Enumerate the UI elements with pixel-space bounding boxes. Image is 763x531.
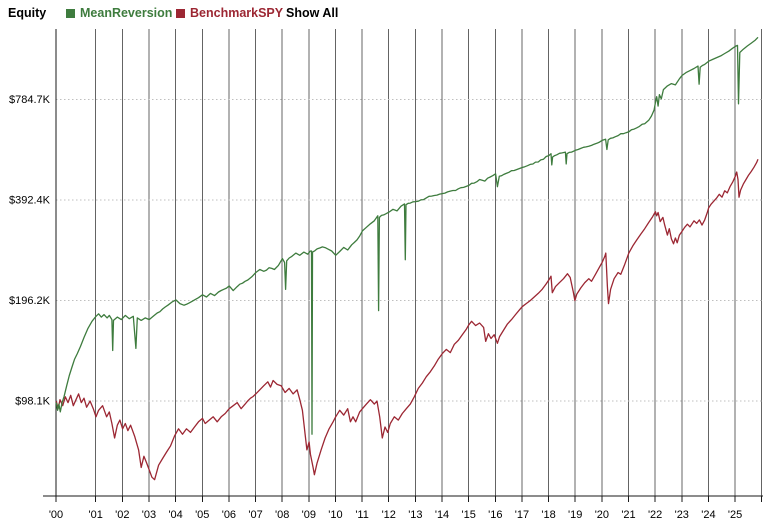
legend-item-benchmarkspy[interactable]: BenchmarkSPY xyxy=(176,6,283,20)
x-tick-label: '19 xyxy=(568,509,582,521)
x-tick-label: '23 xyxy=(675,509,689,521)
legend-item-meanreversion[interactable]: MeanReversion xyxy=(66,6,172,20)
y-tick-label: $196.2K xyxy=(9,295,51,307)
x-tick-label: '25 xyxy=(728,509,742,521)
series-swatch-benchmarkspy xyxy=(176,8,185,18)
x-tick-label: '18 xyxy=(541,509,555,521)
series-swatch-meanreversion xyxy=(66,8,75,18)
x-tick-label: '16 xyxy=(488,509,502,521)
x-tick-label: '06 xyxy=(222,509,236,521)
x-tick-label: '05 xyxy=(195,509,209,521)
show-all-button[interactable]: Show All xyxy=(286,6,339,20)
x-tick-label: '21 xyxy=(621,509,635,521)
x-tick-label: '15 xyxy=(461,509,475,521)
x-tick-label: '14 xyxy=(435,509,449,521)
x-tick-label: '03 xyxy=(142,509,156,521)
x-tick-label: '00 xyxy=(49,509,63,521)
x-tick-label: '13 xyxy=(408,509,422,521)
x-tick-label: '04 xyxy=(168,509,182,521)
x-tick-label: '17 xyxy=(515,509,529,521)
x-tick-label: '09 xyxy=(302,509,316,521)
legend-label-meanreversion: MeanReversion xyxy=(80,6,173,20)
x-tick-label: '24 xyxy=(701,509,715,521)
x-tick-label: '08 xyxy=(275,509,289,521)
x-tick-label: '01 xyxy=(89,509,103,521)
series-line-meanreversion xyxy=(55,36,759,435)
x-tick-label: '11 xyxy=(355,509,369,521)
x-tick-label: '20 xyxy=(595,509,609,521)
y-tick-label: $98.1K xyxy=(15,396,51,408)
x-tick-label: '12 xyxy=(382,509,396,521)
y-tick-label: $392.4K xyxy=(9,195,51,207)
series-line-benchmarkspy xyxy=(55,158,759,481)
x-tick-label: '02 xyxy=(115,509,129,521)
x-tick-label: '10 xyxy=(328,509,342,521)
y-tick-label: $784.7K xyxy=(9,94,51,106)
chart-header: Equity MeanReversion BenchmarkSPY Show A… xyxy=(0,0,763,26)
legend-label-benchmarkspy: BenchmarkSPY xyxy=(190,6,284,20)
panel-title: Equity xyxy=(8,6,47,20)
x-tick-label: '07 xyxy=(248,509,262,521)
x-tick-label: '22 xyxy=(648,509,662,521)
